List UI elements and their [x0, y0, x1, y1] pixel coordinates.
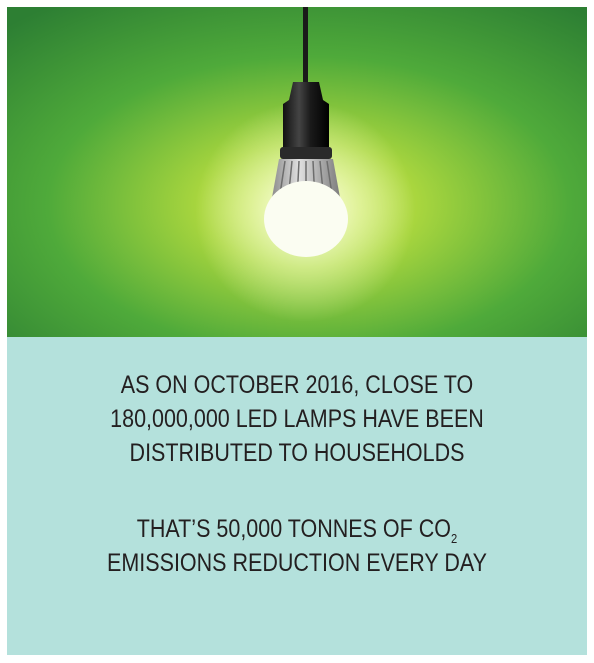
subscript: 2 [451, 531, 457, 546]
paragraph: THAT’S 50,000 TONNES OF CO2 EMISSIONS RE… [48, 512, 547, 580]
page: AS ON OCTOBER 2016, CLOSE TO 180,000,000… [0, 0, 594, 663]
text-line: EMISSIONS REDUCTION EVERY DAY [48, 546, 547, 580]
paragraph: AS ON OCTOBER 2016, CLOSE TO 180,000,000… [48, 368, 547, 470]
text: THAT’S 50,000 TONNES OF CO [137, 515, 451, 543]
bulb-photo [7, 7, 587, 337]
text-line: THAT’S 50,000 TONNES OF CO2 [48, 512, 547, 546]
text-line: DISTRIBUTED TO HOUSEHOLDS [48, 436, 547, 470]
text-line: AS ON OCTOBER 2016, CLOSE TO [48, 368, 547, 402]
text-panel: AS ON OCTOBER 2016, CLOSE TO 180,000,000… [7, 337, 587, 655]
text-line: 180,000,000 LED LAMPS HAVE BEEN [48, 402, 547, 436]
